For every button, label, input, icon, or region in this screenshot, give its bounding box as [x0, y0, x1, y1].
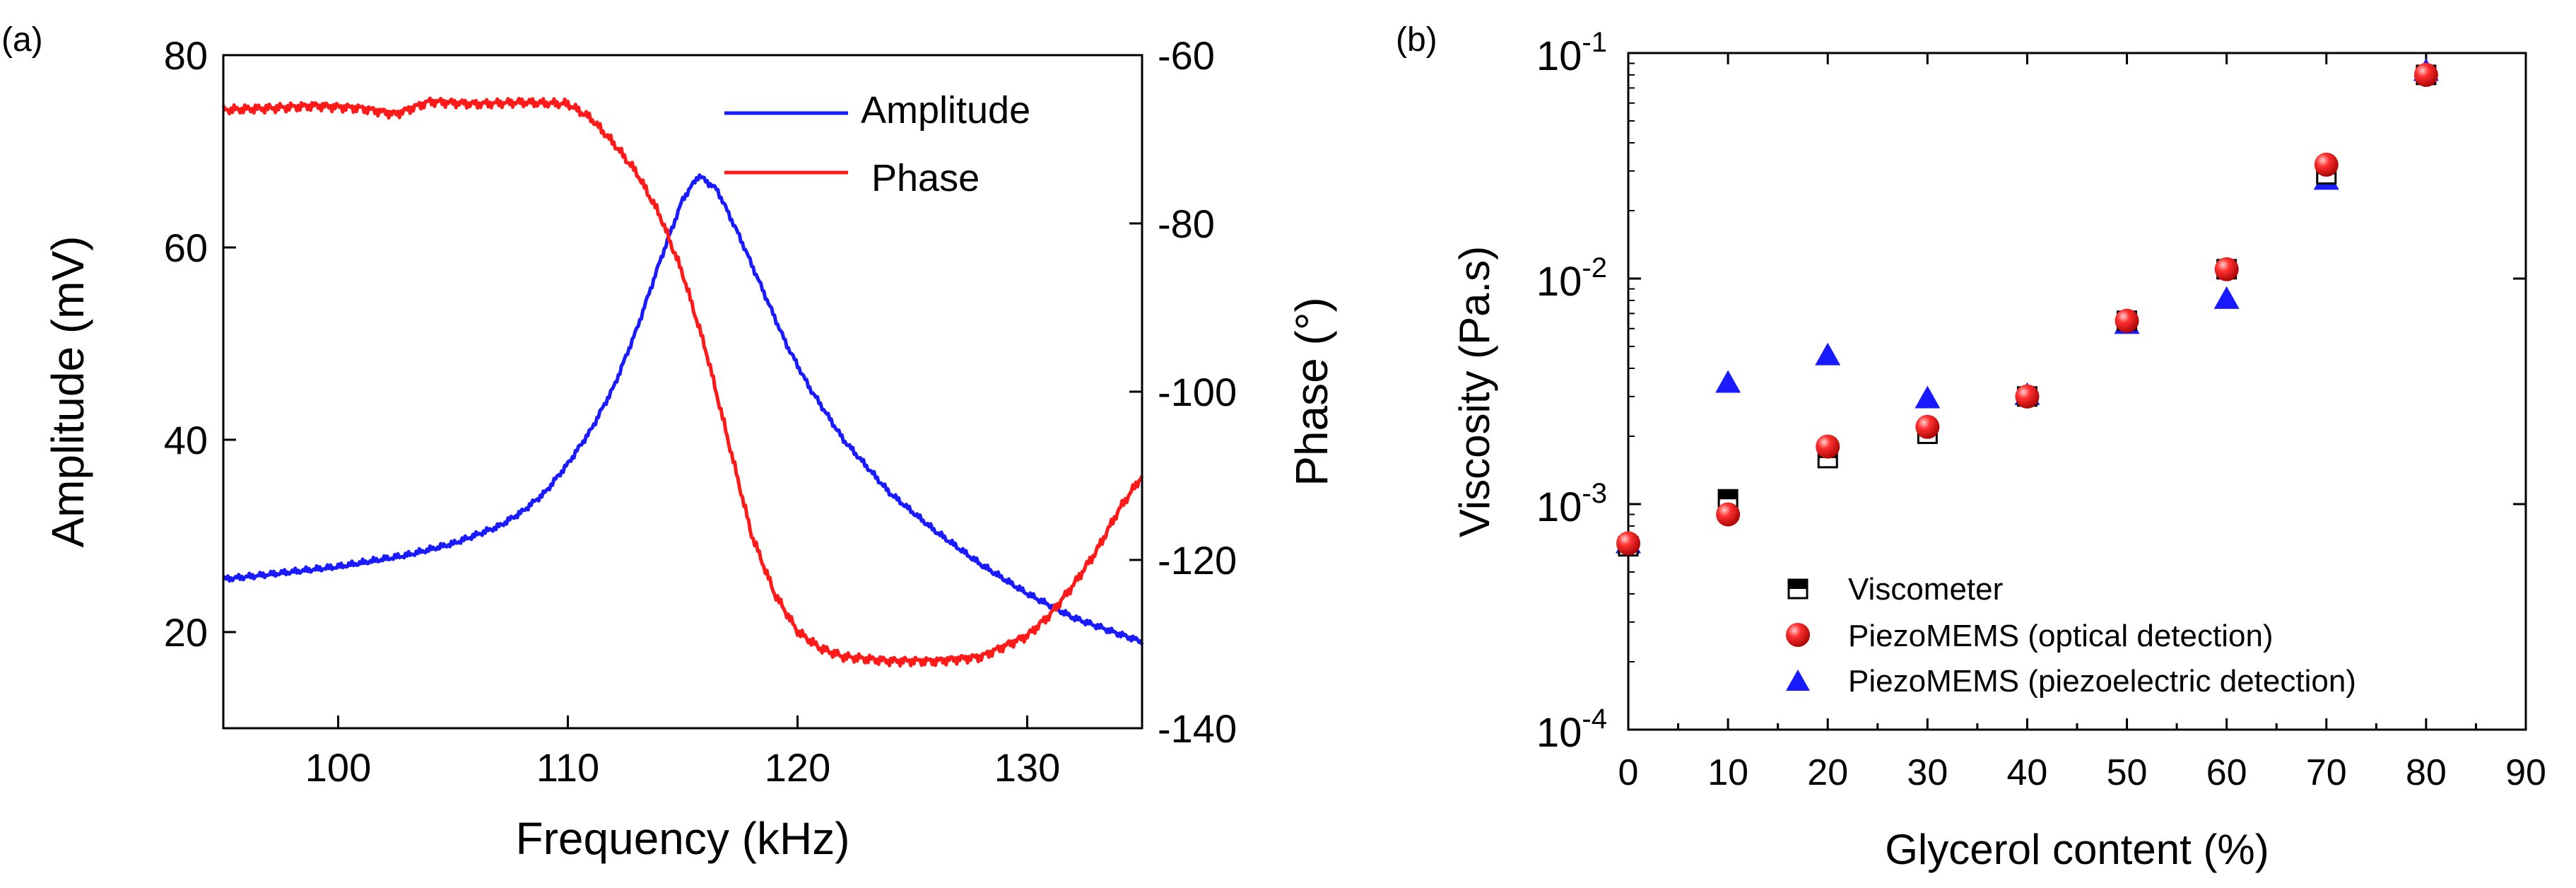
panel-a-y2-tick-label-4: -140	[1158, 706, 1237, 751]
panel-a-label: (a)	[1, 21, 43, 59]
legend-viscometer-marker	[1787, 578, 1809, 600]
panel-a-y2-tick-label-2: -100	[1158, 370, 1237, 414]
panel-b-points	[1616, 58, 2439, 557]
legend-piezoelectric-marker	[1786, 670, 1810, 691]
panel-a: (a) 100 110 120 130 20 40 60 80 -60 -80 -100 -120 -1…	[1, 21, 1337, 864]
panel-a-series-phase	[221, 96, 1144, 668]
optical-point-7	[2314, 152, 2339, 177]
optical-point-8	[2413, 62, 2438, 87]
panel-b-x-tick-label-6: 60	[2206, 752, 2247, 793]
piezoelectric-point-1	[1715, 370, 1741, 393]
panel-b-x-tick-label-1: 10	[1707, 752, 1748, 793]
piezoelectric-point-3	[1915, 385, 1941, 409]
panel-b-x-tick-label-0: 0	[1618, 752, 1639, 793]
legend-amplitude-label: Amplitude	[861, 89, 1030, 132]
panel-b-ticks: 0 10 20 30 40 50 60 70 80 90 10-4 10-3 10-2 10-1	[1536, 27, 2546, 793]
panel-b-x-tick-label-7: 70	[2306, 752, 2347, 793]
panel-a-x-tick-label-2: 120	[765, 745, 830, 790]
panel-b-y-tick-label-2: 10-2	[1536, 252, 1607, 305]
optical-point-6	[2214, 257, 2239, 281]
optical-point-4	[2015, 384, 2040, 409]
panel-a-y2-axis-label: Phase (°)	[1286, 297, 1337, 486]
panel-b-x-tick-label-3: 30	[1907, 752, 1948, 793]
piezoelectric-point-6	[2213, 286, 2240, 309]
panel-a-y-tick-label-0: 20	[164, 610, 208, 655]
panel-a-y-tick-label-2: 60	[164, 226, 208, 270]
panel-b-label: (b)	[1396, 21, 1437, 59]
panel-a-y2-tick-label-1: -80	[1158, 201, 1215, 246]
panel-b-x-axis-label: Glycerol content (%)	[1885, 826, 2269, 873]
legend-optical-marker	[1786, 623, 1810, 647]
panel-a-series-amplitude	[222, 173, 1144, 645]
optical-point-3	[1915, 414, 1940, 439]
panel-b-y-tick-label-1: 10-3	[1536, 478, 1607, 530]
panel-a-x-tick-label-1: 110	[536, 745, 599, 790]
panel-b: (b) 0 10 20 30 40 50 60 70 80 9010-410-310-210-1 …	[1396, 21, 2546, 873]
panel-b-x-tick-label-2: 20	[1807, 752, 1848, 793]
panel-b-x-tick-label-4: 40	[2007, 752, 2048, 793]
optical-point-5	[2115, 308, 2139, 333]
panel-a-ticks: 100 110 120 130 20 40 60 80 -60 -80 -100 -120 -140	[164, 33, 1237, 790]
panel-b-legend: Viscometer PiezoMEMS (optical detection)…	[1786, 572, 2356, 699]
optical-point-0	[1616, 531, 1640, 556]
panel-b-y-tick-label-3: 10-1	[1536, 27, 1607, 79]
panel-a-y-axis-label: Amplitude (mV)	[42, 236, 93, 548]
panel-b-y-tick-label-0: 10-4	[1536, 703, 1607, 756]
legend-phase-label: Phase	[871, 157, 980, 199]
panel-a-y-tick-label-3: 80	[164, 33, 208, 78]
panel-b-x-tick-label-9: 90	[2505, 752, 2546, 793]
panel-a-series	[221, 96, 1144, 668]
panel-a-x-tick-label-0: 100	[305, 745, 371, 790]
optical-point-2	[1816, 434, 1840, 459]
panel-b-x-tick-label-5: 50	[2107, 752, 2148, 793]
piezoelectric-point-2	[1815, 342, 1841, 366]
panel-a-y-tick-label-1: 40	[164, 418, 208, 462]
panel-b-y-axis-label: Viscosity (Pa.s)	[1451, 246, 1498, 537]
legend-optical-label: PiezoMEMS (optical detection)	[1848, 619, 2274, 653]
optical-point-1	[1716, 502, 1741, 527]
panel-a-legend: Amplitude Phase	[724, 89, 1030, 199]
legend-piezoelectric-label: PiezoMEMS (piezoelectric detection)	[1848, 664, 2356, 699]
panel-b-x-tick-label-8: 80	[2406, 752, 2447, 793]
panel-a-plot-frame	[222, 54, 1143, 730]
panel-a-x-tick-label-3: 130	[994, 745, 1060, 790]
panel-a-y2-tick-label-3: -120	[1158, 538, 1237, 583]
panel-a-y2-tick-label-0: -60	[1158, 33, 1215, 78]
panel-a-x-axis-label: Frequency (kHz)	[516, 813, 850, 864]
legend-viscometer-label: Viscometer	[1848, 572, 2003, 607]
